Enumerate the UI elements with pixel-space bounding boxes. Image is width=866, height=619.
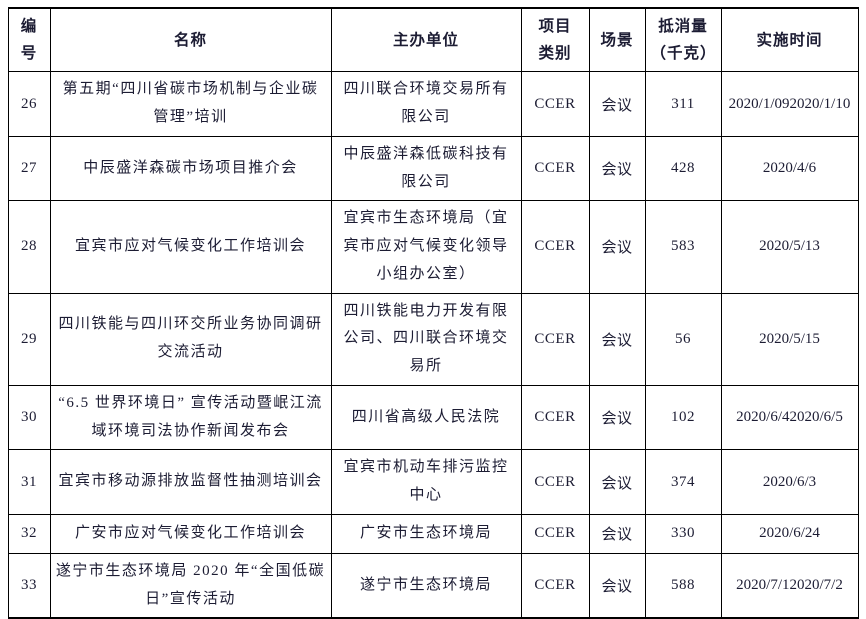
project-name: 中辰盛洋森碳市场项目推介会 — [49, 135, 332, 202]
offset-amount: 428 — [644, 135, 722, 202]
organizer: 宜宾市机动车排污监控中心 — [330, 449, 522, 515]
scene: 会议 — [588, 384, 646, 451]
offset-amount: 330 — [644, 513, 722, 554]
scene: 会议 — [588, 552, 646, 619]
offset-amount: 311 — [644, 71, 722, 137]
project-name: 遂宁市生态环境局 2020 年“全国低碳日”宣传活动 — [49, 552, 332, 619]
scene: 会议 — [588, 200, 646, 294]
table-row: 27 中辰盛洋森碳市场项目推介会 中辰盛洋森低碳科技有限公司 CCER 会议 4… — [7, 135, 859, 202]
row-number: 30 — [7, 384, 51, 451]
project-name: 四川铁能与四川环交所业务协同调研交流活动 — [49, 292, 332, 386]
project-type: CCER — [520, 449, 590, 515]
header-scene: 场景 — [588, 7, 646, 73]
row-number: 33 — [7, 552, 51, 619]
header-implementation-time: 实施时间 — [720, 7, 859, 73]
project-type: CCER — [520, 71, 590, 137]
project-type: CCER — [520, 200, 590, 294]
implementation-time: 2020/7/12020/7/2 — [720, 552, 859, 619]
row-number: 32 — [7, 513, 51, 554]
scene: 会议 — [588, 292, 646, 386]
project-name: 第五期“四川省碳市场机制与企业碳管理”培训 — [49, 71, 332, 137]
organizer: 四川铁能电力开发有限公司、四川联合环境交易所 — [330, 292, 522, 386]
organizer: 中辰盛洋森低碳科技有限公司 — [330, 135, 522, 202]
table-row: 32 广安市应对气候变化工作培训会 广安市生态环境局 CCER 会议 330 2… — [7, 513, 859, 554]
project-type: CCER — [520, 135, 590, 202]
scene: 会议 — [588, 449, 646, 515]
offset-amount: 374 — [644, 449, 722, 515]
header-number: 编号 — [7, 7, 51, 73]
project-name: 广安市应对气候变化工作培训会 — [49, 513, 332, 554]
header-organizer: 主办单位 — [330, 7, 522, 73]
organizer: 宜宾市生态环境局（宜宾市应对气候变化领导小组办公室） — [330, 200, 522, 294]
offset-amount: 583 — [644, 200, 722, 294]
implementation-time: 2020/4/6 — [720, 135, 859, 202]
row-number: 29 — [7, 292, 51, 386]
offset-amount: 102 — [644, 384, 722, 451]
scene: 会议 — [588, 513, 646, 554]
organizer: 四川省高级人民法院 — [330, 384, 522, 451]
implementation-time: 2020/5/13 — [720, 200, 859, 294]
implementation-time: 2020/6/24 — [720, 513, 859, 554]
row-number: 28 — [7, 200, 51, 294]
table-row: 26 第五期“四川省碳市场机制与企业碳管理”培训 四川联合环境交易所有限公司 C… — [7, 71, 859, 137]
organizer: 广安市生态环境局 — [330, 513, 522, 554]
table-row: 28 宜宾市应对气候变化工作培训会 宜宾市生态环境局（宜宾市应对气候变化领导小组… — [7, 200, 859, 294]
scene: 会议 — [588, 71, 646, 137]
implementation-time: 2020/6/3 — [720, 449, 859, 515]
table-header-row: 编号 名称 主办单位 项目 类别 场景 抵消量 （千克） 实施时间 — [7, 7, 859, 73]
implementation-time: 2020/1/092020/1/10 — [720, 71, 859, 137]
table-row: 33 遂宁市生态环境局 2020 年“全国低碳日”宣传活动 遂宁市生态环境局 C… — [7, 552, 859, 619]
table-row: 29 四川铁能与四川环交所业务协同调研交流活动 四川铁能电力开发有限公司、四川联… — [7, 292, 859, 386]
implementation-time: 2020/6/42020/6/5 — [720, 384, 859, 451]
header-project-type: 项目 类别 — [520, 7, 590, 73]
project-name: 宜宾市应对气候变化工作培训会 — [49, 200, 332, 294]
project-type: CCER — [520, 552, 590, 619]
implementation-time: 2020/5/15 — [720, 292, 859, 386]
row-number: 31 — [7, 449, 51, 515]
document-page: 编号 名称 主办单位 项目 类别 场景 抵消量 （千克） 实施时间 26 第五期… — [7, 7, 859, 619]
carbon-offset-projects-table: 编号 名称 主办单位 项目 类别 场景 抵消量 （千克） 实施时间 26 第五期… — [7, 7, 859, 619]
project-name: 宜宾市移动源排放监督性抽测培训会 — [49, 449, 332, 515]
table-row: 30 “6.5 世界环境日” 宣传活动暨岷江流域环境司法协作新闻发布会 四川省高… — [7, 384, 859, 451]
project-type: CCER — [520, 384, 590, 451]
header-name: 名称 — [49, 7, 332, 73]
offset-amount: 588 — [644, 552, 722, 619]
project-type: CCER — [520, 292, 590, 386]
organizer: 遂宁市生态环境局 — [330, 552, 522, 619]
project-type: CCER — [520, 513, 590, 554]
header-offset-amount: 抵消量 （千克） — [644, 7, 722, 73]
row-number: 27 — [7, 135, 51, 202]
row-number: 26 — [7, 71, 51, 137]
offset-amount: 56 — [644, 292, 722, 386]
scene: 会议 — [588, 135, 646, 202]
table-row: 31 宜宾市移动源排放监督性抽测培训会 宜宾市机动车排污监控中心 CCER 会议… — [7, 449, 859, 515]
project-name: “6.5 世界环境日” 宣传活动暨岷江流域环境司法协作新闻发布会 — [49, 384, 332, 451]
organizer: 四川联合环境交易所有限公司 — [330, 71, 522, 137]
